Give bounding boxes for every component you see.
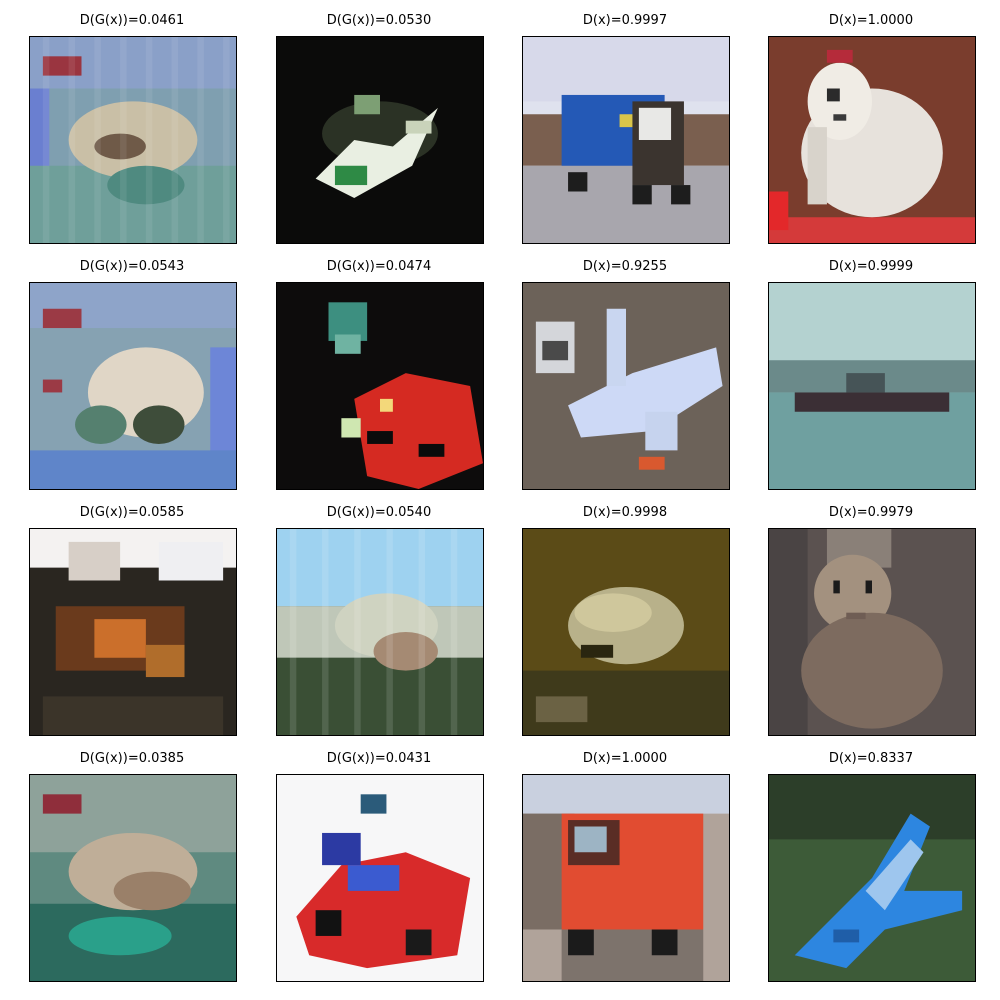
panel-title: D(x)=1.0000 bbox=[582, 751, 668, 766]
generated-image bbox=[29, 282, 237, 490]
panel-14: D(G(x))=0.0431 bbox=[256, 749, 502, 995]
generated-image bbox=[276, 282, 484, 490]
panel-9: D(G(x))=0.0585 bbox=[9, 503, 255, 749]
panel-title: D(G(x))=0.0385 bbox=[79, 751, 185, 766]
panel-title: D(G(x))=0.0530 bbox=[326, 13, 432, 28]
panel-3: D(x)=0.9997 bbox=[502, 11, 748, 257]
panel-title: D(x)=0.9999 bbox=[828, 259, 914, 274]
generated-image bbox=[276, 774, 484, 982]
panel-6: D(G(x))=0.0474 bbox=[256, 257, 502, 503]
panel-title: D(G(x))=0.0474 bbox=[326, 259, 432, 274]
panel-13: D(G(x))=0.0385 bbox=[9, 749, 255, 995]
real-image bbox=[768, 36, 976, 244]
panel-10: D(G(x))=0.0540 bbox=[256, 503, 502, 749]
real-image bbox=[522, 36, 730, 244]
panel-title: D(G(x))=0.0543 bbox=[79, 259, 185, 274]
real-image bbox=[768, 528, 976, 736]
panel-title: D(x)=0.9997 bbox=[582, 13, 668, 28]
generated-image bbox=[29, 774, 237, 982]
panel-title: D(G(x))=0.0540 bbox=[326, 505, 432, 520]
panel-11: D(x)=0.9998 bbox=[502, 503, 748, 749]
panel-15: D(x)=1.0000 bbox=[502, 749, 748, 995]
real-image bbox=[768, 282, 976, 490]
panel-2: D(G(x))=0.0530 bbox=[256, 11, 502, 257]
panel-title: D(x)=0.8337 bbox=[828, 751, 914, 766]
panel-title: D(x)=0.9255 bbox=[582, 259, 668, 274]
real-image bbox=[522, 774, 730, 982]
panel-1: D(G(x))=0.0461 bbox=[9, 11, 255, 257]
real-image bbox=[522, 282, 730, 490]
generated-image bbox=[276, 528, 484, 736]
panel-title: D(x)=1.0000 bbox=[828, 13, 914, 28]
panel-5: D(G(x))=0.0543 bbox=[9, 257, 255, 503]
panel-title: D(G(x))=0.0461 bbox=[79, 13, 185, 28]
panel-4: D(x)=1.0000 bbox=[748, 11, 994, 257]
panel-title: D(x)=0.9998 bbox=[582, 505, 668, 520]
panel-8: D(x)=0.9999 bbox=[748, 257, 994, 503]
generated-image bbox=[29, 528, 237, 736]
generated-image bbox=[29, 36, 237, 244]
generated-image bbox=[276, 36, 484, 244]
panel-title: D(x)=0.9979 bbox=[828, 505, 914, 520]
panel-12: D(x)=0.9979 bbox=[748, 503, 994, 749]
real-image bbox=[522, 528, 730, 736]
real-image bbox=[768, 774, 976, 982]
panel-title: D(G(x))=0.0431 bbox=[326, 751, 432, 766]
panel-title: D(G(x))=0.0585 bbox=[79, 505, 185, 520]
panel-7: D(x)=0.9255 bbox=[502, 257, 748, 503]
panel-16: D(x)=0.8337 bbox=[748, 749, 994, 995]
